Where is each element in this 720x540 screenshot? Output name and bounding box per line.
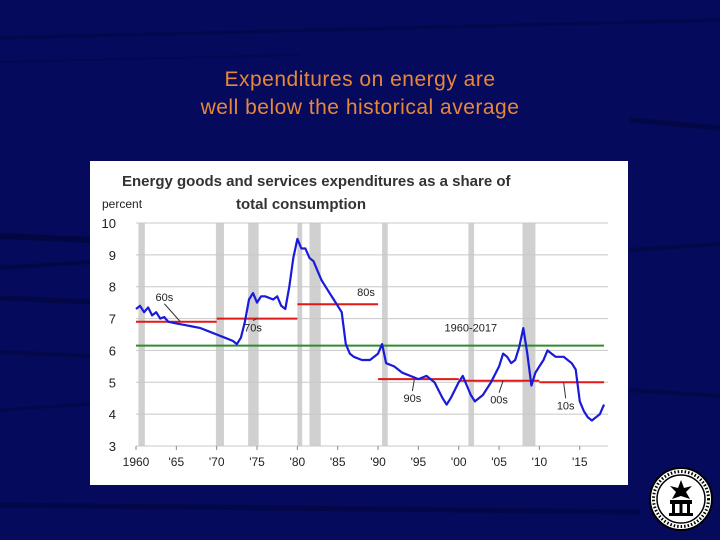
chart-title-line-1: Energy goods and services expenditures a… [122, 173, 511, 190]
x-tick-label: '15 [572, 455, 588, 469]
y-axis-label: percent [102, 197, 143, 211]
label-leader-line [252, 318, 258, 322]
label-leader-line [163, 303, 181, 323]
label-leader-line [498, 380, 504, 393]
label-leader-line [563, 382, 567, 399]
x-tick-label: '10 [532, 455, 548, 469]
energy-share-chart: Energy goods and services expenditures a… [102, 173, 608, 469]
decade-average-label: 90s [404, 393, 422, 405]
slide-title-line-2: well below the historical average [200, 96, 520, 119]
x-tick-label: '75 [249, 455, 265, 469]
decade-average-label: 00s [490, 395, 508, 407]
y-tick-label: 4 [109, 407, 116, 422]
recession-band [522, 223, 536, 446]
label-leader-line [411, 379, 415, 392]
recession-band [248, 223, 259, 446]
recession-band [215, 223, 224, 446]
recession-band [138, 223, 145, 446]
y-tick-label: 7 [109, 312, 116, 327]
slide-title: Expenditures on energy are well below th… [0, 66, 720, 122]
recession-band [309, 223, 321, 446]
decade-average-label: 80s [357, 287, 375, 299]
x-tick-label: '05 [491, 455, 507, 469]
series-line [135, 237, 606, 422]
overall-average-label: 1960-2017 [445, 323, 498, 335]
x-tick-label: '90 [370, 455, 386, 469]
x-tick-label: '00 [451, 455, 467, 469]
recession-band [297, 223, 303, 446]
decade-average-label: 60s [155, 292, 173, 304]
decade-average-label: 70s [244, 323, 262, 335]
x-tick-label: 1960 [123, 455, 150, 469]
y-tick-label: 10 [102, 216, 116, 231]
y-tick-label: 9 [109, 248, 116, 263]
y-tick-label: 6 [109, 343, 116, 358]
x-tick-label: '70 [209, 455, 225, 469]
y-tick-label: 5 [109, 375, 116, 390]
plot-area: 3 4 5 6 7 8 9 10 1960 '65 '70 '75 '80 '85 '90 '95 '00 '05… [102, 216, 608, 469]
y-tick-label: 3 [109, 439, 116, 454]
x-tick-label: '65 [169, 455, 185, 469]
slide-title-line-1: Expenditures on energy are [224, 68, 496, 91]
federal-reserve-seal-icon [649, 467, 713, 531]
chart-card: Energy goods and services expenditures a… [90, 161, 628, 485]
decade-average-label: 10s [557, 400, 575, 412]
y-tick-label: 8 [109, 280, 116, 295]
chart-title-line-2: total consumption [236, 196, 366, 213]
x-tick-label: '85 [330, 455, 346, 469]
x-tick-label: '95 [411, 455, 427, 469]
recession-band [382, 223, 388, 446]
recession-band [468, 223, 475, 446]
x-tick-label: '80 [290, 455, 306, 469]
